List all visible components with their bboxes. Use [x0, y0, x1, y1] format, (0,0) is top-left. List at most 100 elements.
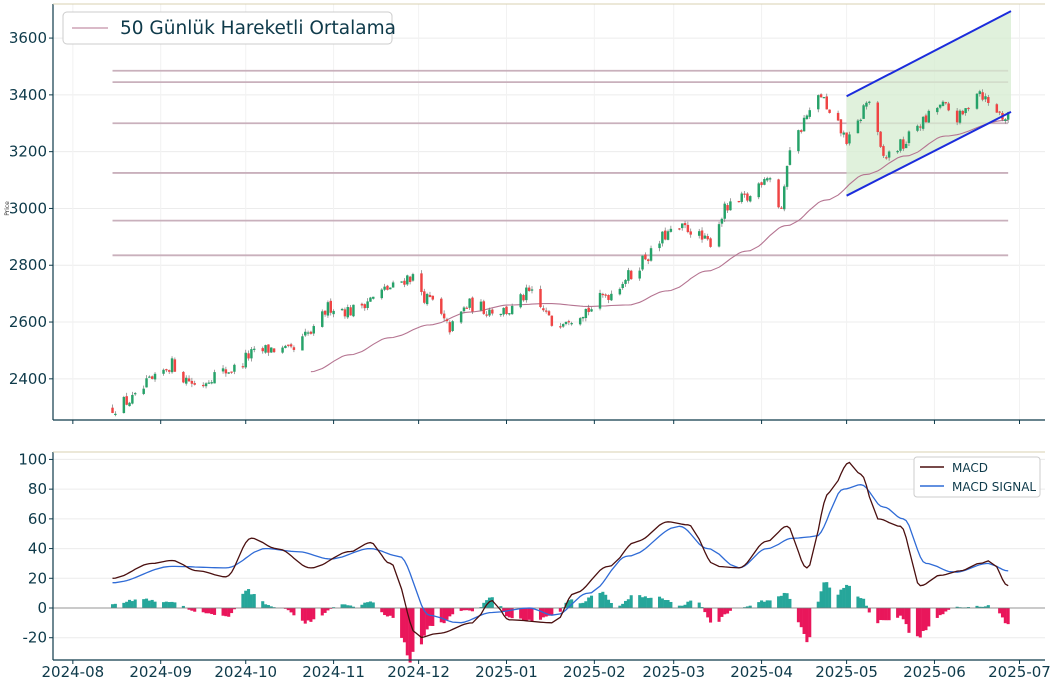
candle-up: [462, 307, 466, 312]
candle-up: [326, 302, 330, 316]
candle-up: [148, 376, 151, 378]
histogram-bar-positive: [986, 605, 990, 608]
histogram-bar-negative: [796, 608, 800, 623]
histogram-bar-positive: [173, 602, 177, 608]
candle-down: [663, 230, 667, 240]
histogram-bar-negative: [944, 608, 948, 612]
candle-down: [629, 270, 633, 280]
candle-down: [547, 311, 551, 316]
histogram-bar-negative: [935, 608, 939, 618]
candle-down: [539, 288, 542, 308]
candle-down: [343, 309, 347, 317]
candle-up: [253, 348, 256, 350]
candle-down: [777, 179, 780, 208]
histogram-bar-negative: [320, 608, 324, 616]
histogram-bar-positive: [816, 601, 820, 608]
histogram-bar-negative: [887, 608, 891, 621]
histogram-bar-positive: [252, 594, 256, 608]
candle-up: [380, 289, 384, 299]
candle-down: [743, 193, 746, 195]
histogram-bar-negative: [419, 608, 423, 645]
histogram-bar-negative: [720, 608, 724, 617]
candle-down: [360, 303, 364, 306]
candle-down: [944, 102, 948, 104]
histogram-bar-negative: [527, 608, 531, 620]
candle-up: [581, 316, 585, 319]
macd-line: [112, 461, 1009, 639]
histogram-bar-positive: [110, 604, 115, 608]
histogram-bar-negative: [901, 608, 905, 620]
histogram-bar-positive: [162, 602, 166, 608]
histogram-bar-positive: [700, 607, 704, 608]
candle-up: [184, 377, 188, 384]
candle-up: [525, 287, 528, 301]
candle-down: [587, 307, 590, 313]
candle-down: [879, 131, 882, 147]
histogram-bar-positive: [578, 603, 582, 608]
candle-down: [839, 119, 843, 134]
histogram-bar-positive: [567, 600, 571, 608]
candle-down: [289, 344, 293, 347]
candle-down: [995, 104, 999, 113]
macd-y-tick-label: -20: [23, 629, 48, 647]
candle-up: [227, 372, 230, 374]
histogram-bar-positive: [581, 602, 585, 608]
histogram-bar-negative: [385, 608, 389, 617]
x-tick-label: 2025-02: [563, 663, 626, 681]
histogram-bar-negative: [709, 608, 713, 623]
candle-down: [267, 344, 270, 353]
candle-down: [167, 370, 171, 372]
histogram-bar-positive: [981, 606, 985, 608]
candle-up: [510, 305, 514, 315]
candle-down: [961, 110, 965, 115]
candle-down: [559, 326, 562, 328]
candle-down: [924, 115, 928, 123]
histogram-bar-negative: [927, 608, 931, 627]
histogram-bar-positive: [130, 601, 134, 608]
histogram-bar-negative: [300, 608, 304, 621]
candle-up: [114, 413, 117, 416]
histogram-bar-negative: [283, 608, 287, 609]
histogram-bar-negative: [383, 608, 387, 616]
macd-panel: -20 0 20 40 60 80 100 2024-08 2024-09 2024-10 2024…: [18, 450, 1050, 681]
histogram-bar-negative: [510, 608, 514, 619]
candle-down: [125, 396, 128, 405]
candle-up: [899, 139, 902, 151]
candle-down: [902, 139, 905, 149]
histogram-bar-negative: [448, 608, 452, 617]
x-tick-label: 2024-09: [129, 663, 192, 681]
candle-down: [780, 207, 783, 209]
candle-up: [561, 324, 565, 327]
candle-up: [703, 235, 707, 239]
candle-up: [641, 255, 644, 270]
candle-up: [499, 313, 503, 316]
histogram-bar-negative: [538, 608, 543, 620]
histogram-bar-positive: [142, 599, 146, 608]
candle-up: [964, 108, 967, 114]
histogram-bar-negative: [445, 608, 449, 620]
candle-up: [723, 203, 726, 219]
candle-down: [527, 287, 531, 291]
histogram-bar-positive: [601, 591, 605, 608]
candle-up: [862, 105, 865, 119]
candle-up: [958, 110, 962, 123]
histogram-bar-negative: [312, 608, 316, 620]
histogram-bar-negative: [876, 608, 880, 624]
histogram-bar-negative: [425, 608, 429, 630]
price-y-tick-label: 3600: [9, 29, 47, 47]
candle-up: [389, 287, 392, 290]
histogram-bar-positive: [862, 598, 866, 608]
candle-up: [221, 368, 225, 372]
histogram-bar-negative: [221, 608, 225, 616]
candle-down: [309, 331, 313, 334]
candle-up: [749, 196, 752, 202]
histogram-bar-negative: [465, 608, 469, 611]
histogram-bar-negative: [380, 608, 384, 613]
candle-up: [927, 110, 931, 123]
candle-up: [887, 151, 891, 158]
candle-up: [578, 318, 582, 325]
candle-up: [763, 179, 766, 185]
candle-up: [142, 388, 145, 394]
candle-up: [783, 186, 786, 210]
histogram-bar-positive: [743, 607, 747, 608]
